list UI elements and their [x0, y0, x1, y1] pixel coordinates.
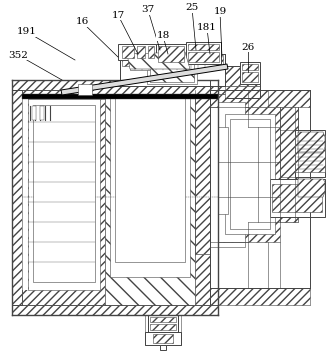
- Bar: [120, 54, 225, 86]
- Bar: [160, 345, 166, 350]
- Polygon shape: [105, 90, 195, 305]
- Bar: [115, 97, 185, 262]
- Bar: [242, 72, 258, 82]
- Bar: [280, 107, 298, 222]
- Bar: [210, 97, 245, 247]
- Bar: [230, 119, 270, 229]
- Bar: [210, 288, 310, 305]
- Polygon shape: [280, 107, 298, 222]
- Polygon shape: [298, 179, 325, 197]
- Bar: [156, 44, 186, 64]
- Polygon shape: [78, 84, 92, 95]
- Bar: [148, 315, 178, 332]
- Bar: [150, 317, 176, 322]
- Bar: [195, 90, 210, 254]
- Bar: [28, 97, 100, 290]
- Bar: [188, 52, 219, 62]
- Polygon shape: [28, 94, 105, 99]
- Bar: [195, 80, 210, 90]
- Text: 25: 25: [185, 4, 199, 13]
- Bar: [210, 90, 310, 107]
- Text: 37: 37: [141, 5, 155, 14]
- Bar: [122, 55, 147, 66]
- Text: 18: 18: [156, 31, 170, 41]
- Text: 181: 181: [197, 24, 217, 33]
- Text: 352: 352: [8, 51, 28, 59]
- Bar: [137, 46, 145, 58]
- Bar: [153, 334, 173, 343]
- Bar: [240, 62, 260, 84]
- Bar: [295, 135, 325, 172]
- Bar: [32, 106, 36, 120]
- Bar: [225, 114, 275, 234]
- Bar: [130, 54, 216, 70]
- Polygon shape: [127, 52, 190, 69]
- Bar: [225, 86, 260, 98]
- Bar: [33, 105, 95, 282]
- Bar: [188, 44, 219, 50]
- Bar: [12, 80, 218, 90]
- Bar: [88, 86, 258, 94]
- Bar: [12, 305, 218, 315]
- Polygon shape: [22, 94, 218, 99]
- Bar: [195, 254, 210, 305]
- Polygon shape: [218, 107, 280, 242]
- Polygon shape: [218, 127, 228, 214]
- Bar: [147, 54, 197, 84]
- Polygon shape: [61, 64, 228, 95]
- Bar: [186, 42, 221, 64]
- Bar: [110, 92, 190, 277]
- Bar: [158, 46, 184, 62]
- Bar: [270, 179, 325, 217]
- Text: 19: 19: [213, 8, 227, 17]
- Bar: [148, 46, 154, 58]
- Polygon shape: [298, 132, 325, 152]
- Bar: [272, 184, 322, 212]
- Bar: [218, 102, 245, 242]
- Bar: [150, 324, 176, 330]
- Bar: [145, 332, 181, 345]
- Polygon shape: [22, 90, 105, 305]
- Bar: [22, 97, 28, 290]
- Bar: [122, 46, 134, 58]
- Text: 17: 17: [111, 10, 124, 20]
- Bar: [150, 56, 194, 82]
- Bar: [242, 64, 258, 70]
- Text: 16: 16: [75, 17, 89, 26]
- Text: 26: 26: [241, 42, 255, 51]
- Bar: [198, 55, 223, 66]
- Bar: [118, 44, 156, 60]
- Text: 191: 191: [17, 28, 37, 37]
- Bar: [12, 90, 22, 305]
- Bar: [40, 106, 44, 120]
- Bar: [225, 66, 260, 86]
- Bar: [295, 130, 325, 177]
